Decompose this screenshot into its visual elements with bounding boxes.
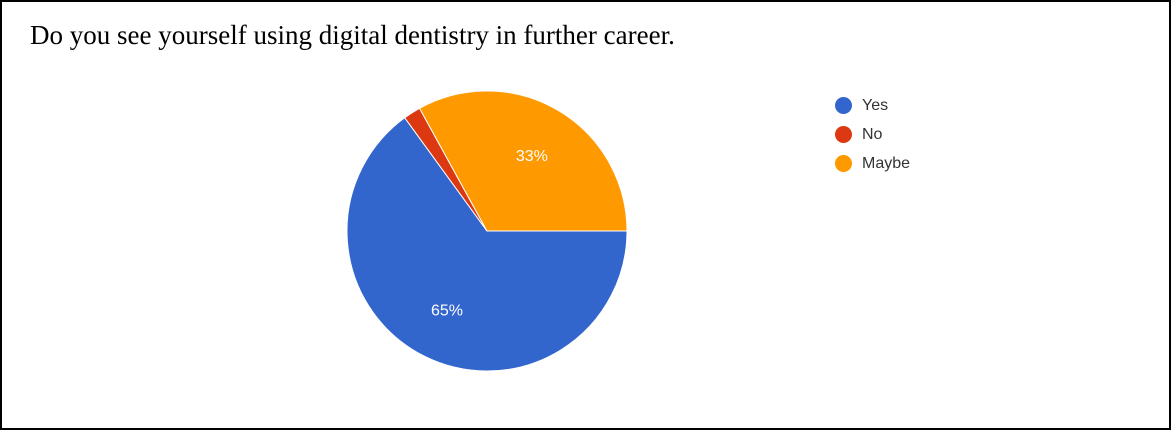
pie-slice-labels: 65% 33%	[431, 148, 548, 320]
pie-slice-yes	[346, 117, 628, 372]
legend-swatch-yes	[835, 97, 852, 114]
pie-slice-label-yes: 65%	[431, 303, 463, 320]
legend-item-no: No	[835, 120, 910, 149]
legend-item-yes: Yes	[835, 91, 910, 120]
legend-label-maybe: Maybe	[862, 154, 911, 172]
pie-slices	[346, 90, 628, 372]
pie-slice-maybe	[418, 90, 628, 232]
legend-label-no: No	[862, 125, 883, 143]
chart-legend: Yes No Maybe	[835, 91, 910, 178]
pie-slice-label-maybe: 33%	[516, 148, 548, 165]
legend-swatch-no	[835, 126, 852, 143]
question-title: Do you see yourself using digital dentis…	[30, 20, 675, 50]
legend-item-maybe: Maybe	[835, 149, 910, 178]
legend-swatch-maybe	[835, 155, 852, 172]
legend-label-yes: Yes	[862, 96, 889, 114]
